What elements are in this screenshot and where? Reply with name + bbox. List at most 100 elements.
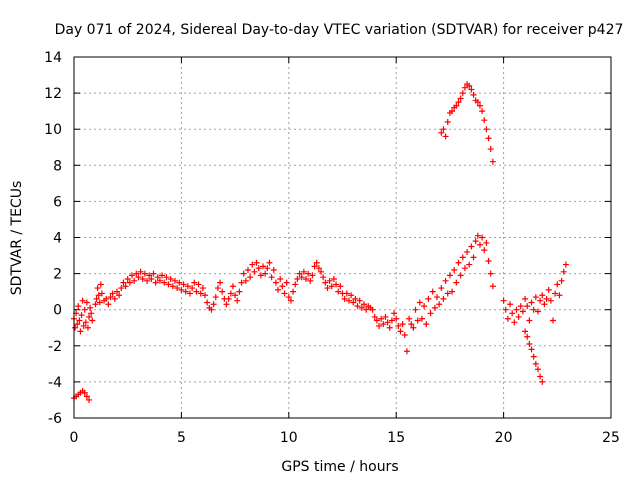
data-point	[528, 346, 535, 353]
data-point	[161, 279, 168, 286]
data-point	[307, 277, 314, 284]
data-point	[242, 277, 249, 284]
data-point	[191, 279, 198, 286]
data-point	[421, 303, 428, 310]
data-point	[225, 295, 232, 302]
data-point	[268, 274, 275, 281]
data-point	[534, 366, 541, 373]
y-axis-title: SDTVAR / TECUs	[9, 181, 25, 296]
data-point	[111, 295, 118, 302]
data-point	[174, 285, 181, 292]
data-point	[483, 239, 490, 246]
data-point	[279, 283, 286, 290]
data-point	[238, 279, 245, 286]
series-sdtvar-main	[71, 232, 569, 355]
data-point	[264, 265, 271, 272]
data-point	[298, 274, 305, 281]
data-point	[384, 319, 391, 326]
data-point	[524, 333, 531, 340]
y-tick-label: 14	[44, 50, 62, 66]
data-point	[219, 288, 226, 295]
data-point	[76, 317, 83, 324]
data-point	[554, 281, 561, 288]
data-point	[320, 274, 327, 281]
data-point	[212, 294, 219, 301]
data-point	[343, 290, 350, 297]
data-point	[255, 265, 262, 272]
data-point	[532, 294, 539, 301]
data-point	[86, 396, 93, 403]
data-point	[313, 259, 320, 266]
data-point	[539, 292, 546, 299]
x-tick-labels: 0 5 10 15 20 25	[70, 430, 620, 446]
data-point	[526, 317, 533, 324]
data-point	[324, 285, 331, 292]
data-point	[186, 290, 193, 297]
data-point	[309, 272, 316, 279]
data-point	[483, 126, 490, 133]
data-point	[124, 276, 131, 283]
data-point	[199, 285, 206, 292]
data-point	[82, 319, 89, 326]
data-point	[315, 265, 322, 272]
data-point	[455, 259, 462, 266]
data-point	[86, 313, 93, 320]
y-tick-label: 8	[53, 158, 62, 174]
data-point	[369, 306, 376, 313]
data-point	[547, 297, 554, 304]
data-point	[184, 283, 191, 290]
data-point	[382, 313, 389, 320]
data-point	[427, 310, 434, 317]
data-point	[335, 288, 342, 295]
data-point	[537, 297, 544, 304]
data-point	[543, 295, 550, 302]
y-tick-label: -2	[48, 339, 62, 355]
data-point	[412, 306, 419, 313]
data-point	[449, 288, 456, 295]
data-point	[360, 301, 367, 308]
data-point	[403, 348, 410, 355]
data-point	[105, 301, 112, 308]
data-point	[438, 285, 445, 292]
data-point	[87, 304, 94, 311]
data-point	[189, 285, 196, 292]
data-point	[476, 241, 483, 248]
data-point	[562, 261, 569, 268]
x-tick-label: 15	[387, 430, 405, 446]
data-point	[78, 312, 85, 319]
data-point	[363, 306, 370, 313]
data-point	[474, 99, 481, 106]
data-point	[178, 286, 185, 293]
data-point	[466, 261, 473, 268]
data-point	[229, 283, 236, 290]
data-point	[416, 299, 423, 306]
data-point	[541, 301, 548, 308]
data-point	[103, 295, 110, 302]
data-point	[470, 254, 477, 261]
chart-title: Day 071 of 2024, Sidereal Day-to-day VTE…	[55, 22, 624, 38]
data-point	[330, 276, 337, 283]
data-point	[457, 272, 464, 279]
data-point	[526, 340, 533, 347]
data-point	[348, 292, 355, 299]
data-point	[537, 373, 544, 380]
data-point	[236, 288, 243, 295]
data-point	[356, 297, 363, 304]
data-point	[444, 118, 451, 125]
data-point	[93, 295, 100, 302]
data-point	[171, 277, 178, 284]
data-point	[133, 270, 140, 277]
data-point	[550, 317, 557, 324]
data-point	[386, 324, 393, 331]
data-point	[418, 315, 425, 322]
data-point	[227, 290, 234, 297]
data-point	[397, 328, 404, 335]
data-point	[75, 303, 82, 310]
data-point	[257, 272, 264, 279]
data-point	[83, 299, 90, 306]
data-point	[169, 283, 176, 290]
data-point	[524, 303, 531, 310]
data-point	[137, 268, 144, 275]
data-point	[290, 288, 297, 295]
